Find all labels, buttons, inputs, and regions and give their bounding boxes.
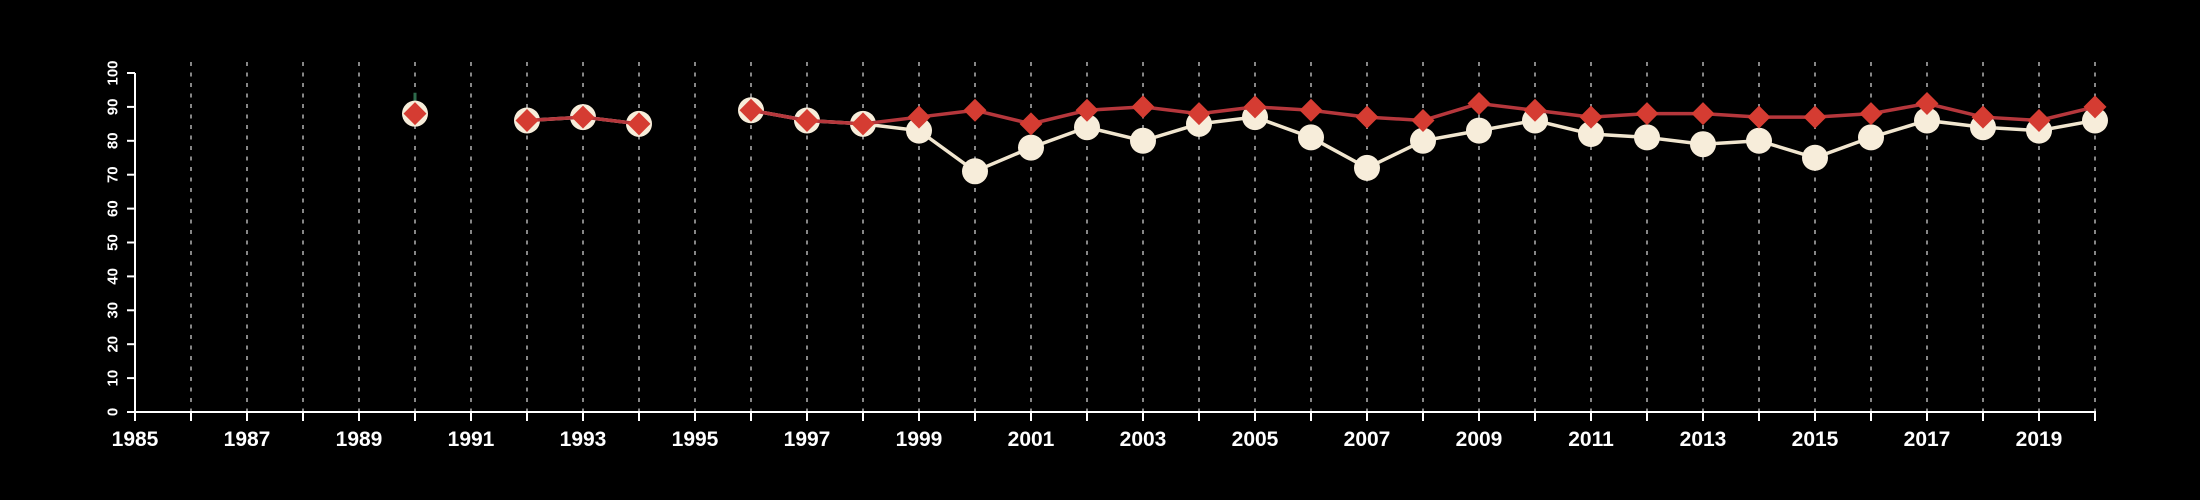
circle-marker [962, 158, 988, 185]
circle-marker [1858, 124, 1884, 151]
diamond-marker [1635, 102, 1659, 126]
diamond-marker [1523, 98, 1547, 122]
y-tick-label: 60 [105, 200, 122, 217]
x-tick-label: 2003 [1120, 428, 1167, 451]
x-tick-labels: 1985 1987 1989 1991 1993 1995 1997 1999 2001 2003… [112, 428, 2063, 451]
y-tick-label: 80 [105, 132, 122, 149]
circle-marker [1690, 131, 1716, 158]
y-tick-label: 90 [105, 99, 122, 116]
diamond-marker [851, 112, 875, 136]
x-tick-label: 2015 [1792, 428, 1839, 451]
diamond-marker [1411, 108, 1435, 132]
x-tick-label: 2009 [1456, 428, 1503, 451]
diamond-marker [1971, 105, 1995, 129]
y-tick-label: 70 [105, 166, 122, 183]
diamond-marker [1355, 105, 1379, 129]
circle-marker [1074, 114, 1100, 141]
circle-marker [1018, 134, 1044, 161]
diamond-marker [627, 112, 651, 136]
circle-marker [1578, 121, 1604, 148]
circle-marker [1410, 127, 1436, 154]
diamond-marker [1467, 92, 1491, 116]
diamond-marker [1299, 98, 1323, 122]
circle-marker [1354, 154, 1380, 181]
y-tick-label: 100 [105, 60, 122, 85]
circle-marker [1914, 107, 1940, 134]
y-tick-label: 20 [105, 336, 122, 353]
x-tick-label: 1985 [112, 428, 159, 451]
diamond-marker [2027, 108, 2051, 132]
y-ticks [127, 72, 135, 413]
diamond-marker [907, 105, 931, 129]
diamond-marker [571, 105, 595, 129]
x-tick-label: 2001 [1008, 428, 1055, 451]
x-tick-label: 2005 [1232, 428, 1279, 451]
diamond-marker [1579, 105, 1603, 129]
y-tick-label: 0 [105, 408, 122, 416]
x-tick-label: 1999 [896, 428, 943, 451]
red-series-markers [403, 92, 2107, 136]
x-tick-label: 2007 [1344, 428, 1391, 451]
x-tick-label: 1991 [448, 428, 495, 451]
y-tick-labels: 0 10 20 30 40 50 60 70 80 90 100 [105, 60, 122, 416]
diamond-marker [2083, 95, 2107, 119]
circle-marker [1634, 124, 1660, 151]
x-tick-label: 2011 [1568, 428, 1614, 451]
diamond-marker [1691, 102, 1715, 126]
x-tick-label: 1997 [784, 428, 831, 451]
diamond-marker [1131, 95, 1155, 119]
diamond-marker [963, 98, 987, 122]
y-tick-label: 50 [105, 234, 122, 251]
diamond-marker [1859, 102, 1883, 126]
diamond-marker [1915, 92, 1939, 116]
diamond-marker [1187, 102, 1211, 126]
green-tick-annotation [413, 92, 417, 105]
x-tick-label: 1989 [336, 428, 383, 451]
diamond-marker [739, 98, 763, 122]
x-tick-label: 1995 [672, 428, 719, 451]
diamond-marker [1243, 95, 1267, 119]
x-tick-label: 2019 [2016, 428, 2063, 451]
circle-marker [1746, 127, 1772, 154]
diamond-marker [1803, 105, 1827, 129]
y-tick-label: 10 [105, 370, 122, 387]
x-tick-label: 1993 [560, 428, 607, 451]
diamond-marker [403, 102, 427, 126]
y-tick-label: 30 [105, 302, 122, 319]
circle-marker [906, 117, 932, 144]
diamond-marker [795, 108, 819, 132]
x-tick-label: 2017 [1904, 428, 1951, 451]
x-tick-label: 2013 [1680, 428, 1727, 451]
x-ticks [134, 412, 2096, 421]
y-tick-label: 40 [105, 268, 122, 285]
diamond-marker [1747, 105, 1771, 129]
circle-marker [1298, 124, 1324, 151]
x-tick-label: 1987 [224, 428, 271, 451]
diamond-marker [1019, 112, 1043, 136]
circle-marker [1466, 117, 1492, 144]
diamond-marker [515, 108, 539, 132]
circle-marker [1802, 144, 1828, 171]
diamond-marker [1075, 98, 1099, 122]
circle-marker [2082, 107, 2108, 134]
circle-marker [1130, 127, 1156, 154]
